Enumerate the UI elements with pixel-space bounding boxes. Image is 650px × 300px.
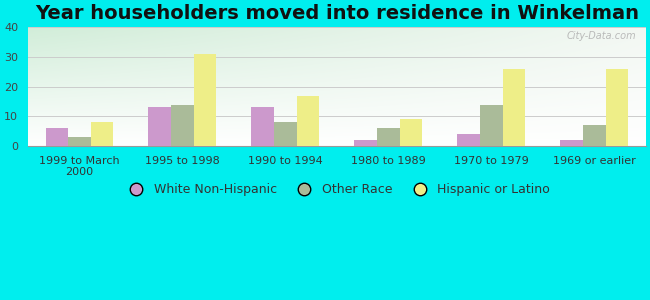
Bar bbox=[68, 137, 91, 146]
Bar bbox=[171, 104, 194, 146]
Bar bbox=[400, 119, 422, 146]
Legend: White Non-Hispanic, Other Race, Hispanic or Latino: White Non-Hispanic, Other Race, Hispanic… bbox=[119, 178, 555, 201]
Bar bbox=[91, 122, 114, 146]
Bar bbox=[583, 125, 606, 146]
Bar bbox=[252, 107, 274, 146]
Bar bbox=[194, 54, 216, 146]
Bar bbox=[354, 140, 377, 146]
Bar bbox=[46, 128, 68, 146]
Bar bbox=[458, 134, 480, 146]
Bar bbox=[148, 107, 171, 146]
Bar bbox=[560, 140, 583, 146]
Bar bbox=[274, 122, 297, 146]
Bar bbox=[377, 128, 400, 146]
Bar bbox=[297, 96, 319, 146]
Bar bbox=[480, 104, 502, 146]
Text: City-Data.com: City-Data.com bbox=[567, 31, 636, 41]
Title: Year householders moved into residence in Winkelman: Year householders moved into residence i… bbox=[35, 4, 639, 23]
Bar bbox=[606, 69, 629, 146]
Bar bbox=[502, 69, 525, 146]
